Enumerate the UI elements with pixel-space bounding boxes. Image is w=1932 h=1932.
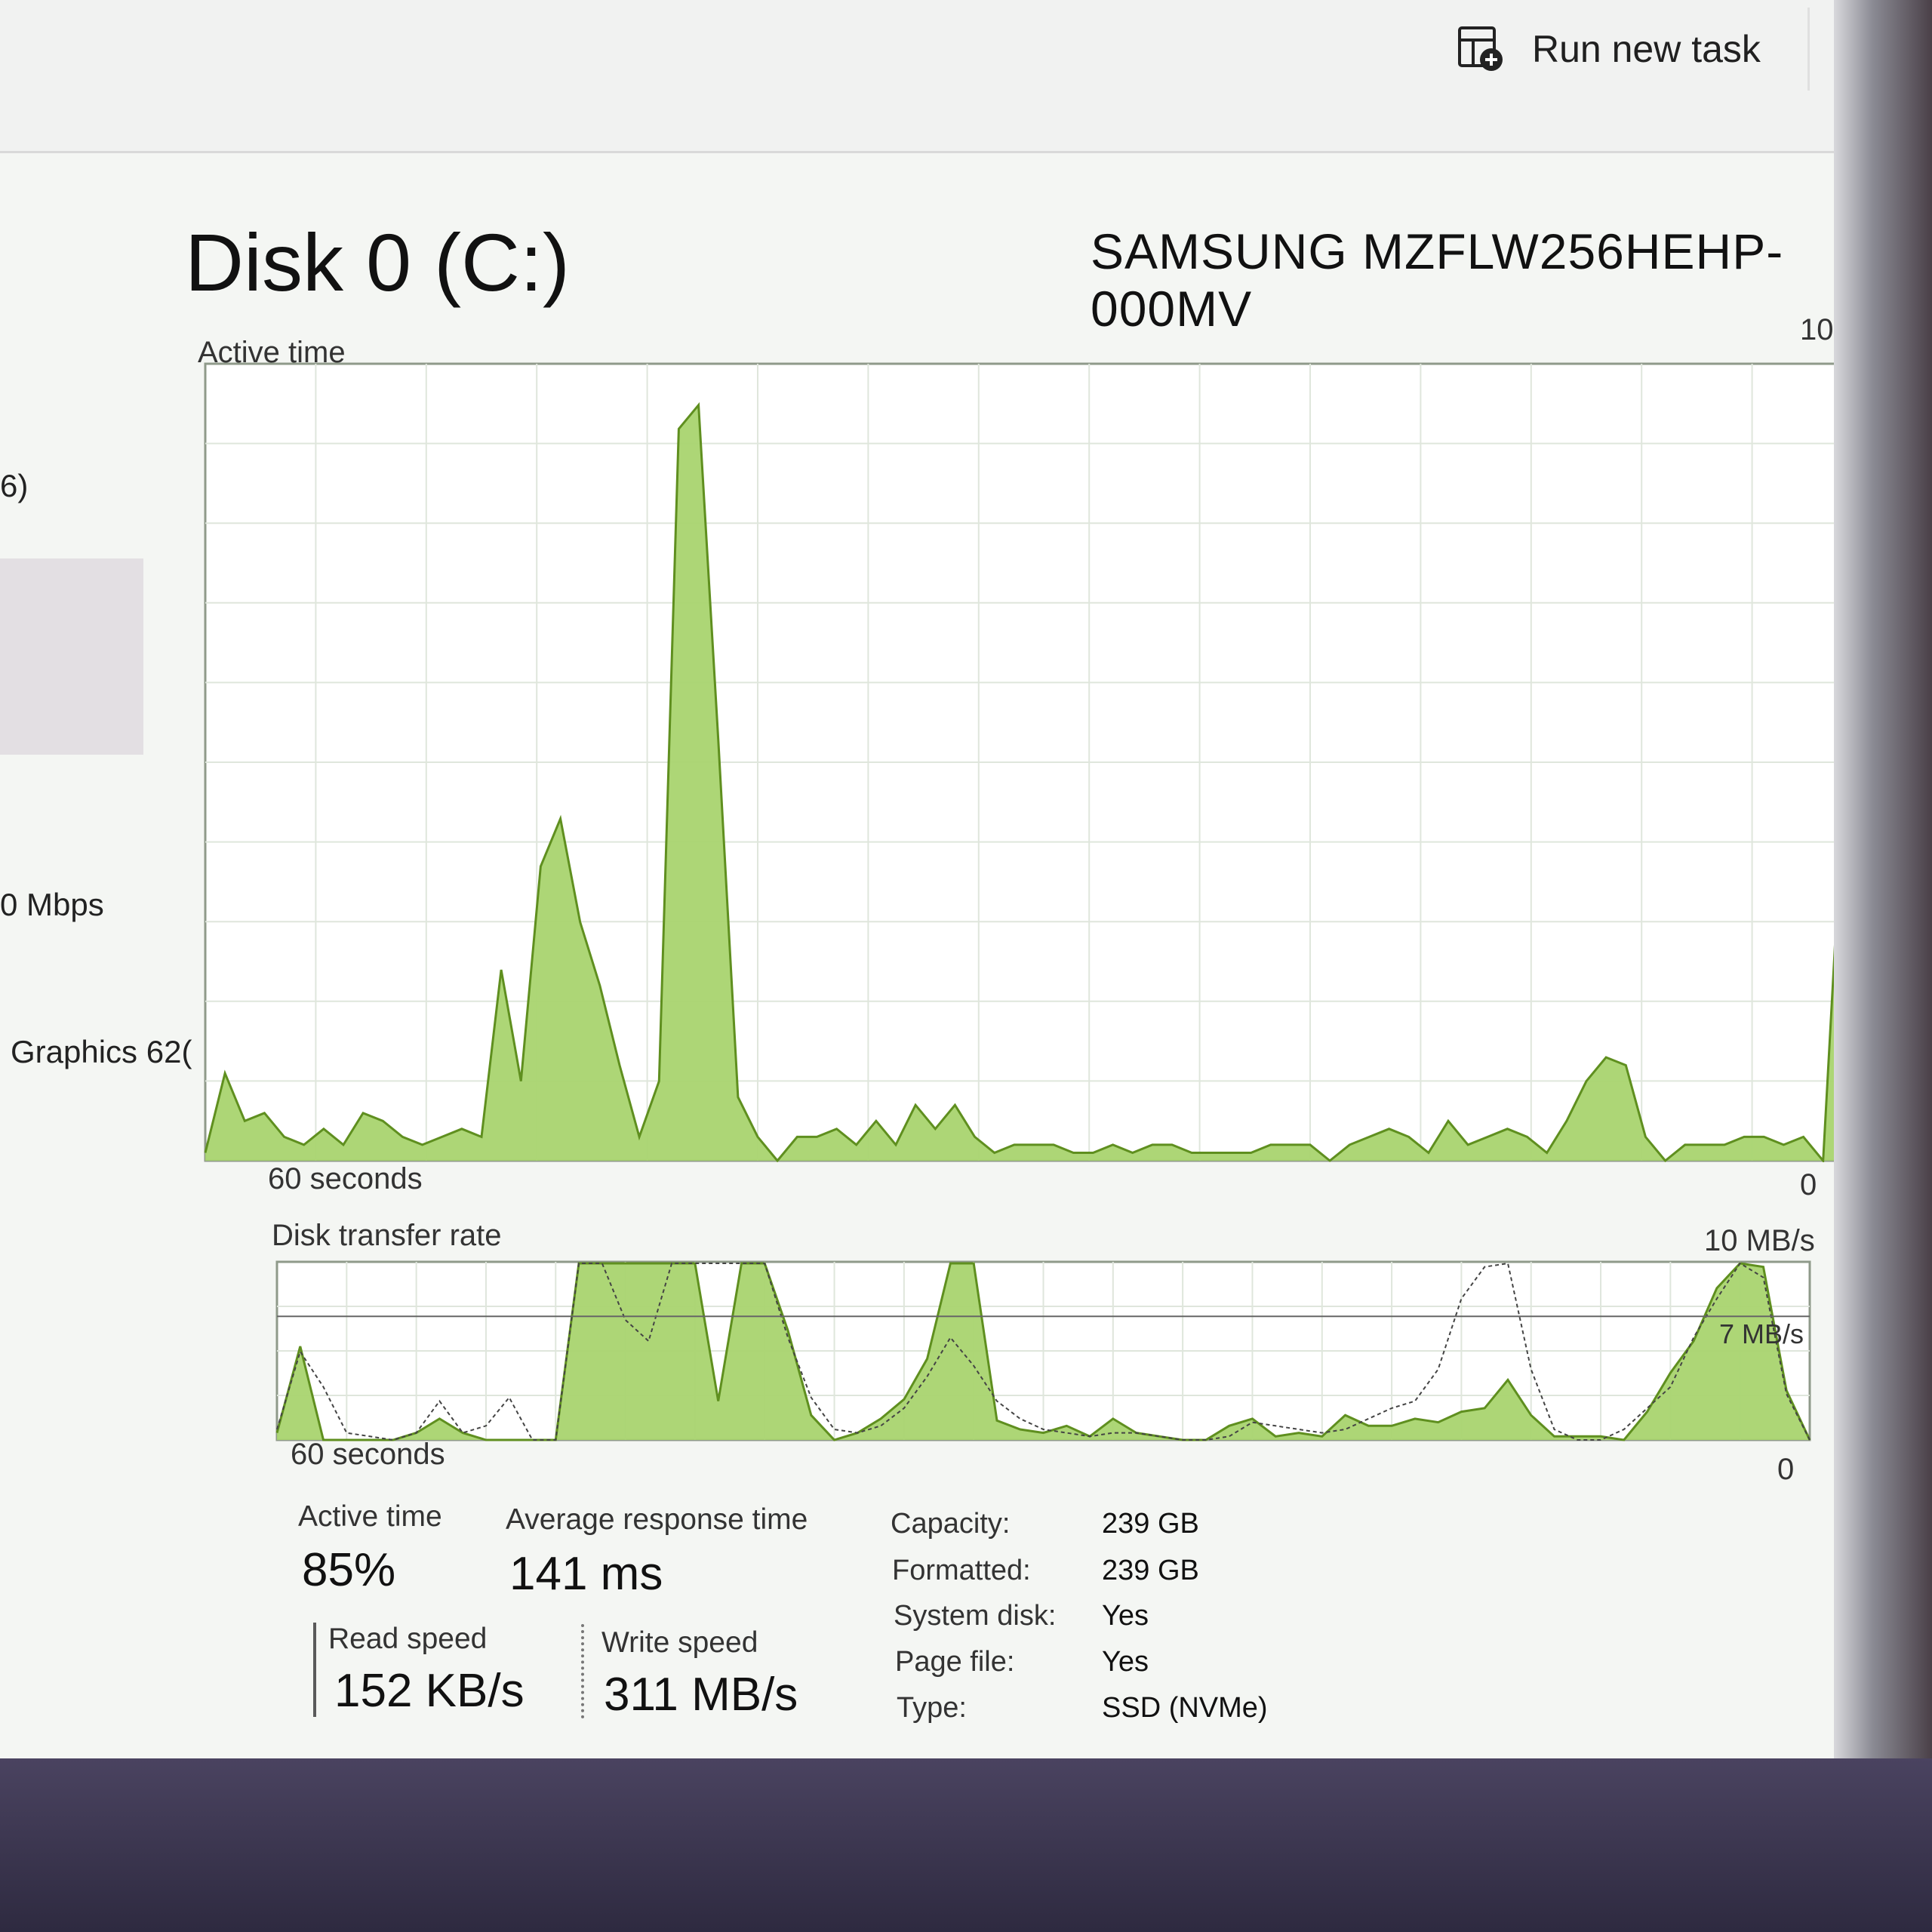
transfer-right-label: 0 bbox=[1777, 1453, 1795, 1486]
write-speed-legend-line bbox=[581, 1624, 584, 1718]
capacity-label: Capacity: bbox=[891, 1508, 1011, 1540]
avg-response-stat-label: Average response time bbox=[506, 1503, 808, 1536]
monitor-bezel bbox=[1834, 0, 1932, 1932]
page-file-value: Yes bbox=[1102, 1646, 1149, 1678]
run-new-task-button[interactable]: Run new task bbox=[1457, 23, 1761, 75]
write-speed-stat-value: 311 MB/s bbox=[604, 1669, 798, 1721]
monitor-bezel-bottom bbox=[0, 1758, 1932, 1932]
series-line bbox=[275, 1262, 1811, 1441]
run-new-task-label: Run new task bbox=[1532, 28, 1761, 70]
active-time-left-label: 60 seconds bbox=[268, 1162, 423, 1195]
toolbar: Run new task bbox=[0, 0, 1834, 153]
series-line bbox=[204, 401, 1864, 1162]
page-title: Disk 0 (C:) bbox=[185, 217, 570, 308]
transfer-max-label: 10 MB/s bbox=[1704, 1224, 1815, 1257]
page-file-label: Page file: bbox=[895, 1646, 1015, 1678]
system-disk-value: Yes bbox=[1102, 1600, 1149, 1632]
transfer-mid-label: 7 MB/s bbox=[1719, 1318, 1804, 1349]
read-speed-stat-value: 152 KB/s bbox=[334, 1665, 525, 1717]
sidebar-selected-item[interactable] bbox=[0, 558, 143, 755]
task-manager-window: Run new task 6) 0 Mbps Graphics 62( Disk… bbox=[0, 0, 1877, 1758]
formatted-value: 239 GB bbox=[1102, 1555, 1199, 1586]
active-time-chart bbox=[204, 362, 1864, 1162]
active-time-right-label: 0 bbox=[1800, 1168, 1817, 1201]
transfer-rate-chart: 7 MB/s bbox=[275, 1260, 1811, 1441]
series-area bbox=[277, 1263, 1810, 1440]
transfer-left-label: 60 seconds bbox=[291, 1438, 445, 1471]
run-task-icon bbox=[1458, 26, 1503, 71]
type-value: SSD (NVMe) bbox=[1102, 1692, 1268, 1724]
formatted-label: Formatted: bbox=[892, 1555, 1031, 1586]
disk-model: SAMSUNG MZFLW256HEHP-000MV bbox=[1091, 223, 1784, 337]
active-time-stat-label: Active time bbox=[298, 1500, 442, 1533]
avg-response-stat-value: 141 ms bbox=[509, 1548, 663, 1600]
write-speed-stat-label: Write speed bbox=[601, 1626, 758, 1659]
active-time-stat-value: 85% bbox=[302, 1544, 396, 1596]
sidebar-item-fragment[interactable]: Graphics 62( bbox=[11, 1034, 192, 1069]
read-speed-stat-label: Read speed bbox=[328, 1623, 488, 1655]
read-speed-legend-line bbox=[313, 1623, 316, 1717]
system-disk-label: System disk: bbox=[894, 1600, 1057, 1632]
transfer-chart-label: Disk transfer rate bbox=[272, 1219, 502, 1252]
toolbar-divider bbox=[1807, 8, 1810, 91]
series-line bbox=[276, 1262, 1810, 1441]
sidebar-item-fragment[interactable]: 0 Mbps bbox=[0, 887, 104, 922]
capacity-value: 239 GB bbox=[1102, 1508, 1199, 1540]
sidebar-item-fragment[interactable]: 6) bbox=[0, 468, 29, 503]
type-label: Type: bbox=[897, 1692, 967, 1724]
